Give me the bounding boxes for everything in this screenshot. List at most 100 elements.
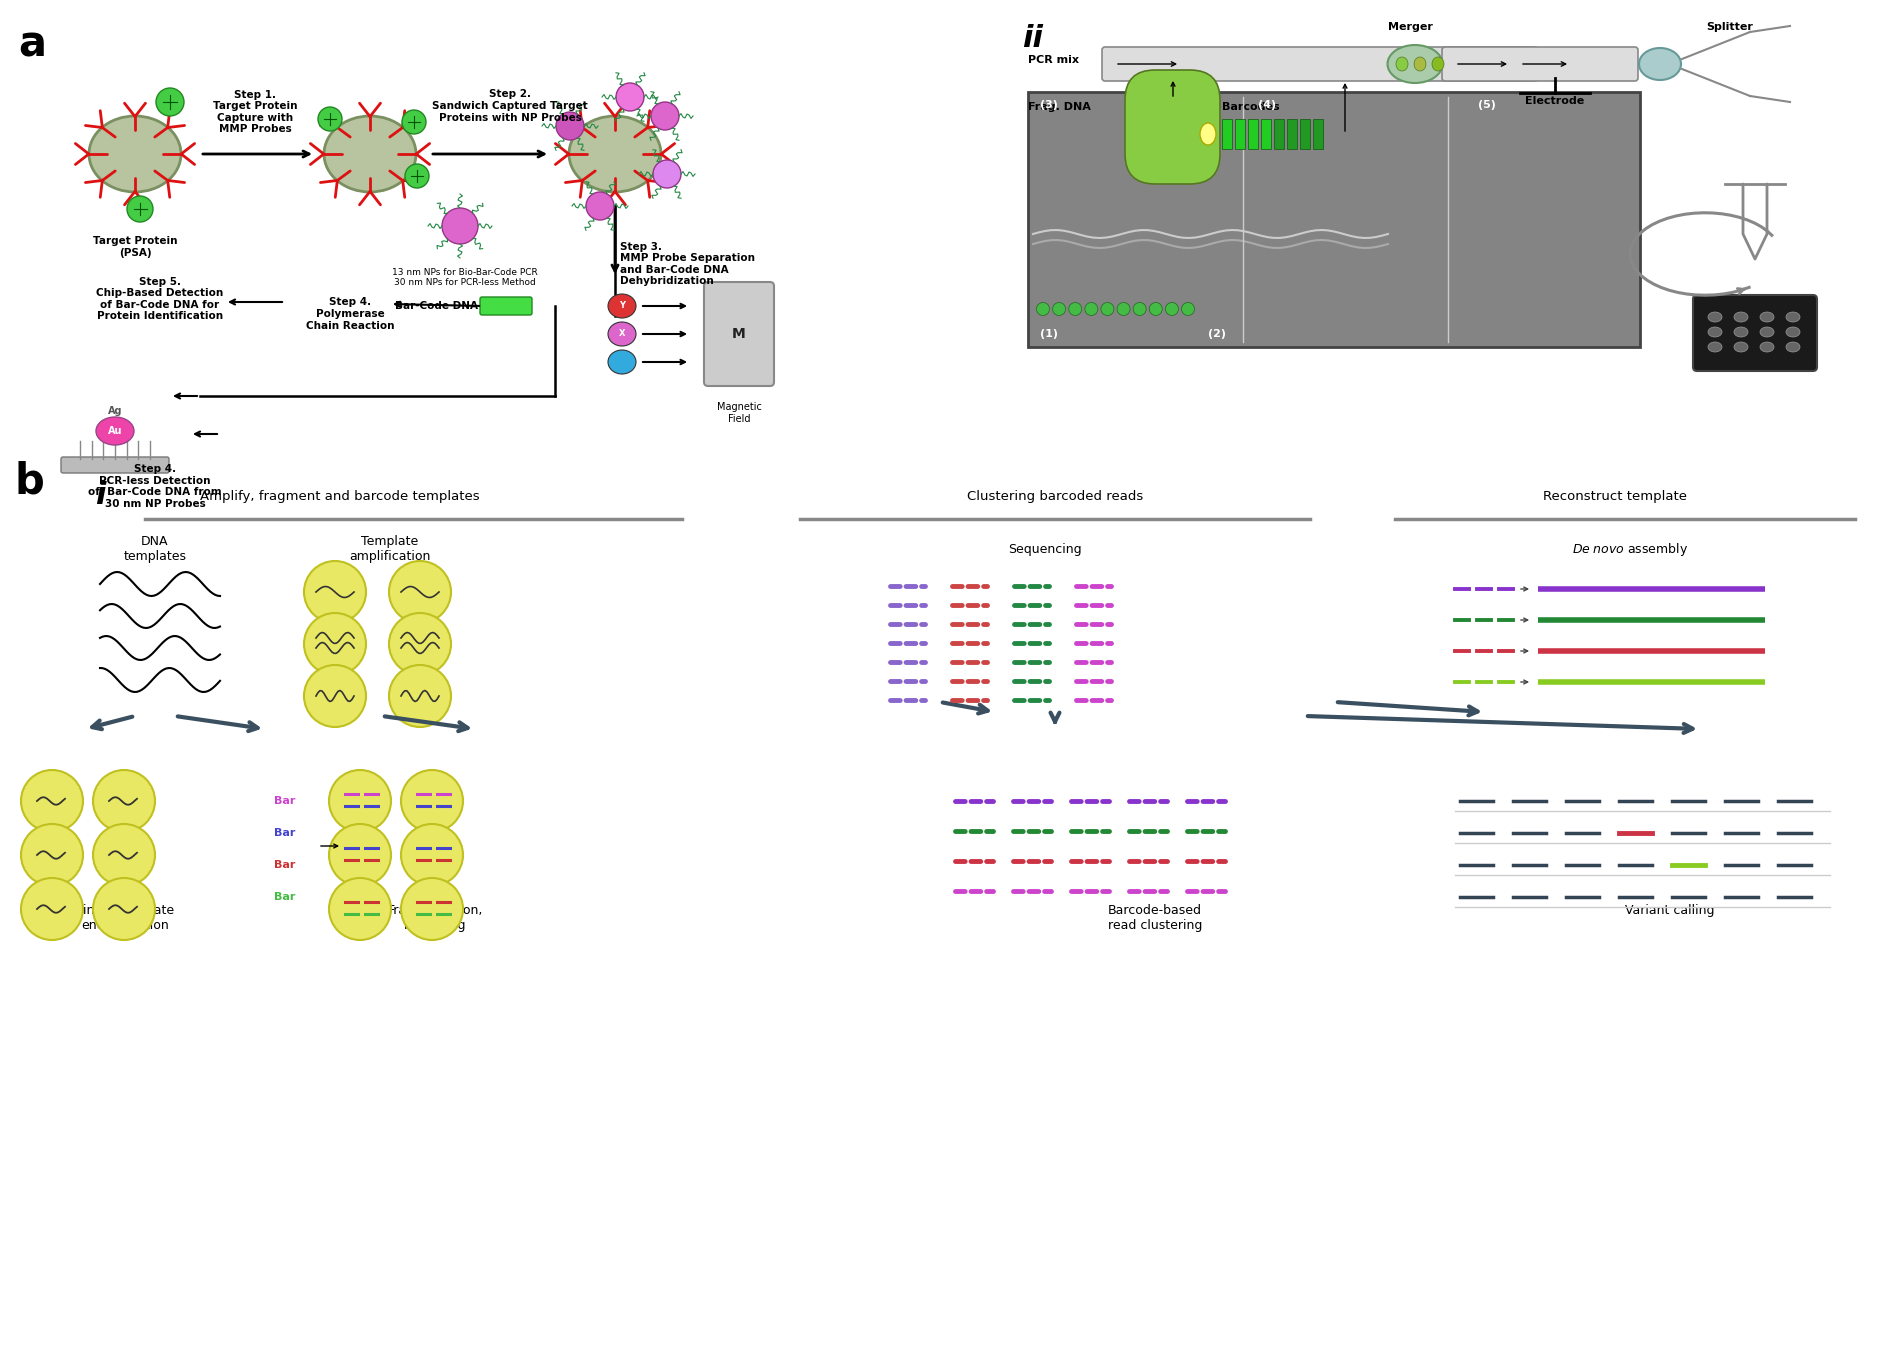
Ellipse shape: [1735, 312, 1748, 322]
Ellipse shape: [1053, 303, 1066, 315]
Text: Barcodes: Barcodes: [1222, 103, 1279, 112]
Ellipse shape: [390, 613, 450, 675]
Ellipse shape: [329, 878, 391, 941]
FancyBboxPatch shape: [705, 282, 773, 386]
FancyBboxPatch shape: [481, 297, 532, 315]
Ellipse shape: [1132, 303, 1146, 315]
Ellipse shape: [156, 88, 184, 116]
Text: DNA
templates: DNA templates: [124, 535, 186, 563]
Text: Fragmentation,
barcoding: Fragmentation, barcoding: [388, 904, 483, 932]
Text: Bar: Bar: [274, 893, 296, 902]
Text: 13 nm NPs for Bio-Bar-Code PCR
30 nm NPs for PCR-less Method: 13 nm NPs for Bio-Bar-Code PCR 30 nm NPs…: [391, 268, 538, 287]
Ellipse shape: [654, 160, 680, 188]
Text: (3): (3): [1039, 100, 1058, 110]
Text: Bar: Bar: [274, 795, 296, 806]
Ellipse shape: [1085, 303, 1098, 315]
Text: Barcode-based
read clustering: Barcode-based read clustering: [1108, 904, 1203, 932]
Ellipse shape: [401, 769, 464, 832]
Text: Bar-Code DNA: Bar-Code DNA: [395, 301, 479, 311]
Ellipse shape: [1759, 327, 1775, 337]
Ellipse shape: [1182, 303, 1195, 315]
Ellipse shape: [405, 164, 429, 188]
Ellipse shape: [1037, 303, 1049, 315]
Ellipse shape: [325, 116, 416, 192]
FancyBboxPatch shape: [1125, 70, 1220, 183]
Ellipse shape: [608, 294, 636, 318]
Ellipse shape: [1150, 303, 1163, 315]
Ellipse shape: [1786, 342, 1799, 352]
Ellipse shape: [1100, 303, 1113, 315]
Text: (1): (1): [1039, 329, 1058, 340]
Text: (4): (4): [1258, 100, 1277, 110]
Ellipse shape: [304, 561, 367, 623]
Text: Y: Y: [619, 301, 625, 311]
Ellipse shape: [585, 192, 614, 220]
FancyBboxPatch shape: [1102, 47, 1537, 81]
Bar: [1235, 119, 1244, 149]
Ellipse shape: [616, 84, 644, 111]
Ellipse shape: [93, 878, 156, 941]
Text: X: X: [619, 330, 625, 338]
Ellipse shape: [97, 418, 135, 445]
Text: Single template
encapsulation: Single template encapsulation: [76, 904, 175, 932]
Ellipse shape: [93, 769, 156, 832]
Text: Merger: Merger: [1387, 22, 1433, 31]
Ellipse shape: [127, 196, 154, 222]
Ellipse shape: [329, 824, 391, 886]
Bar: [1222, 119, 1231, 149]
Ellipse shape: [21, 769, 84, 832]
Bar: [1275, 119, 1284, 149]
Ellipse shape: [1708, 327, 1721, 337]
Ellipse shape: [1735, 342, 1748, 352]
Ellipse shape: [1708, 342, 1721, 352]
Ellipse shape: [1165, 303, 1178, 315]
Ellipse shape: [1396, 57, 1408, 71]
Bar: [1262, 119, 1271, 149]
Text: Template
amplification: Template amplification: [350, 535, 431, 563]
Bar: [1300, 119, 1309, 149]
Ellipse shape: [93, 824, 156, 886]
FancyBboxPatch shape: [1028, 92, 1640, 346]
Text: PCR mix: PCR mix: [1028, 55, 1079, 64]
Ellipse shape: [390, 665, 450, 727]
Text: M: M: [732, 327, 747, 341]
Ellipse shape: [401, 878, 464, 941]
Text: Sequencing: Sequencing: [1009, 542, 1081, 556]
Text: Au: Au: [108, 426, 122, 435]
Ellipse shape: [1759, 312, 1775, 322]
Ellipse shape: [1201, 123, 1216, 145]
Text: Step 3.
MMP Probe Separation
and Bar-Code DNA
Dehybridization: Step 3. MMP Probe Separation and Bar-Cod…: [619, 241, 754, 286]
Text: a: a: [17, 25, 46, 66]
Ellipse shape: [1640, 48, 1682, 79]
Ellipse shape: [403, 110, 426, 134]
Text: Frag. DNA: Frag. DNA: [1028, 103, 1091, 112]
Text: i: i: [95, 481, 106, 511]
Text: Bar: Bar: [274, 860, 296, 871]
Ellipse shape: [1387, 45, 1442, 84]
Text: Clustering barcoded reads: Clustering barcoded reads: [967, 490, 1144, 504]
Ellipse shape: [1735, 327, 1748, 337]
FancyBboxPatch shape: [61, 457, 169, 474]
Text: Step 1.
Target Protein
Capture with
MMP Probes: Step 1. Target Protein Capture with MMP …: [213, 89, 296, 134]
Ellipse shape: [1786, 312, 1799, 322]
Ellipse shape: [317, 107, 342, 131]
Text: Reconstruct template: Reconstruct template: [1543, 490, 1687, 504]
Ellipse shape: [21, 824, 84, 886]
Text: Magnetic
Field: Magnetic Field: [716, 402, 762, 423]
Text: Thermocycling: Thermocycling: [1706, 308, 1803, 320]
Text: Electrode: Electrode: [1526, 96, 1585, 105]
Ellipse shape: [1786, 327, 1799, 337]
Text: ii: ii: [1022, 25, 1043, 53]
Text: $\it{De\;novo}$ assembly: $\it{De\;novo}$ assembly: [1571, 541, 1687, 557]
Text: Variant calling: Variant calling: [1624, 904, 1714, 917]
FancyBboxPatch shape: [1442, 47, 1638, 81]
Ellipse shape: [390, 561, 450, 623]
Text: Splitter: Splitter: [1706, 22, 1754, 31]
Ellipse shape: [1759, 342, 1775, 352]
Ellipse shape: [1433, 57, 1444, 71]
Ellipse shape: [1117, 303, 1130, 315]
Bar: [1313, 119, 1322, 149]
Ellipse shape: [304, 665, 367, 727]
Text: Oil: Oil: [1203, 157, 1214, 166]
Text: (2): (2): [1208, 329, 1226, 340]
